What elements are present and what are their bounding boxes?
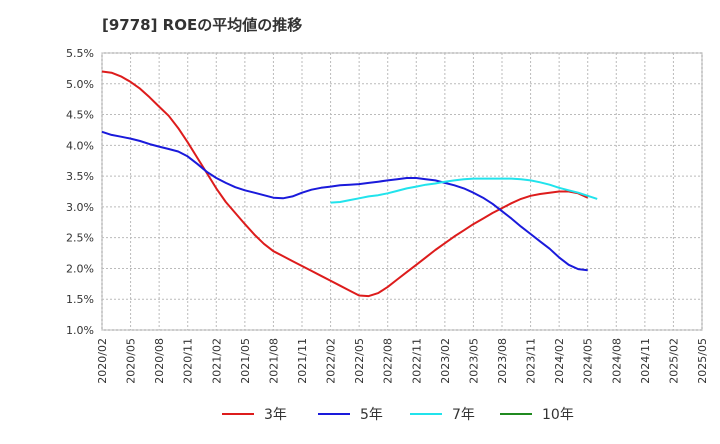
plot-frame xyxy=(101,52,703,331)
series-layer xyxy=(101,70,598,298)
legend: 3年 5年 7年 10年 xyxy=(222,407,574,423)
chart-title: [9778] ROEの平均値の推移 xyxy=(102,16,302,34)
x-tick-label: 2020/08 xyxy=(153,338,166,384)
y-tick-label: 3.0% xyxy=(66,201,94,214)
legend-label: 10年 xyxy=(542,407,574,423)
x-tick-label: 2023/11 xyxy=(525,338,538,384)
y-tick-label: 2.5% xyxy=(66,232,94,245)
series-line-3年 xyxy=(101,70,589,298)
legend-label: 3年 xyxy=(264,407,287,423)
x-tick-label: 2022/02 xyxy=(325,338,338,384)
y-tick-label: 3.5% xyxy=(66,170,94,183)
x-tick-label: 2021/05 xyxy=(239,338,252,384)
series-line-5年 xyxy=(101,130,588,272)
x-tick-label: 2023/05 xyxy=(467,338,480,384)
x-tick-label: 2021/08 xyxy=(267,338,280,384)
legend-label: 7年 xyxy=(452,407,475,423)
legend-label: 5年 xyxy=(360,407,383,423)
x-tick-label: 2020/02 xyxy=(96,338,109,384)
x-tick-label: 2020/05 xyxy=(125,338,138,384)
axis-layer: 1.0% 1.5% 2.0% 2.5% 3.0% 3.5% 4.0% 4.5% 5.0% 5.5%… xyxy=(66,47,709,384)
x-tick-label: 2024/02 xyxy=(553,338,566,384)
grid-layer xyxy=(101,52,703,331)
y-tick-label: 4.5% xyxy=(66,109,94,122)
x-tick-label: 2023/02 xyxy=(439,338,452,384)
x-tick-label: 2025/05 xyxy=(696,338,709,384)
y-tick-label: 4.0% xyxy=(66,139,94,152)
x-tick-label: 2024/08 xyxy=(610,338,623,384)
x-tick-label: 2022/05 xyxy=(353,338,366,384)
y-tick-label: 5.5% xyxy=(66,47,94,60)
y-tick-label: 1.5% xyxy=(66,293,94,306)
x-tick-label: 2024/05 xyxy=(582,338,595,384)
x-tick-label: 2025/02 xyxy=(667,338,680,384)
y-tick-label: 1.0% xyxy=(66,324,94,337)
x-tick-label: 2024/11 xyxy=(639,338,652,384)
x-tick-label: 2021/11 xyxy=(296,338,309,384)
series-line-7年 xyxy=(330,177,598,204)
x-tick-label: 2022/08 xyxy=(382,338,395,384)
x-tick-label: 2021/02 xyxy=(210,338,223,384)
x-tick-label: 2020/11 xyxy=(182,338,195,384)
x-tick-label: 2023/08 xyxy=(496,338,509,384)
x-tick-label: 2022/11 xyxy=(410,338,423,384)
y-tick-label: 2.0% xyxy=(66,262,94,275)
y-tick-label: 5.0% xyxy=(66,78,94,91)
